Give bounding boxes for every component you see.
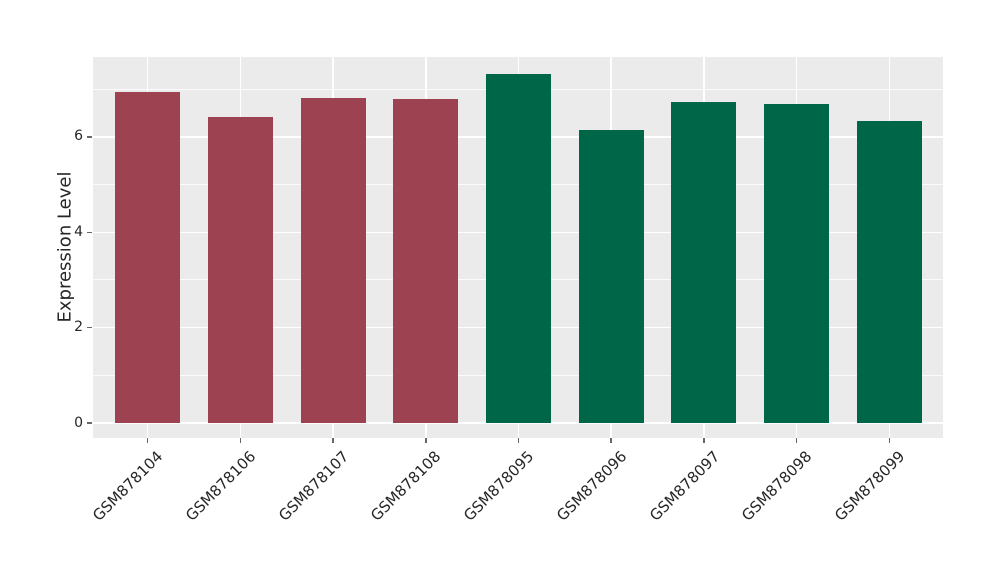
y-tick-mark-4 xyxy=(87,231,92,234)
x-tick-label-GSM878096: GSM878096 xyxy=(552,447,631,525)
y-tick-mark-6 xyxy=(87,136,92,138)
bar-GSM878098 xyxy=(764,104,830,423)
y-tick-label-6: 6 xyxy=(74,128,83,145)
x-tick-label-GSM878095: GSM878095 xyxy=(460,447,538,525)
x-tick-mark-GSM878096 xyxy=(610,438,612,443)
x-tick-mark-GSM878098 xyxy=(795,438,798,443)
bar-GSM878097 xyxy=(671,102,737,423)
x-tick-mark-GSM878097 xyxy=(703,438,705,443)
x-tick-mark-GSM878107 xyxy=(332,438,334,443)
x-tick-label-GSM878107: GSM878107 xyxy=(274,447,353,525)
bar-GSM878107 xyxy=(300,98,366,423)
x-tick-mark-GSM878104 xyxy=(146,438,149,443)
x-tick-label-GSM878104: GSM878104 xyxy=(89,447,167,525)
bar-GSM878095 xyxy=(486,73,551,423)
x-tick-label-GSM878097: GSM878097 xyxy=(645,447,723,525)
y-axis-title: Expression Level xyxy=(54,171,76,323)
x-tick-label-GSM878098: GSM878098 xyxy=(738,447,816,525)
y-tick-label-2: 2 xyxy=(74,319,83,336)
bar-GSM878099 xyxy=(856,120,922,423)
x-tick-label-GSM878099: GSM878099 xyxy=(831,447,909,525)
x-tick-mark-GSM878106 xyxy=(239,438,242,443)
y-tick-mark-0 xyxy=(87,422,92,424)
x-tick-mark-GSM878099 xyxy=(888,438,891,443)
x-tick-label-GSM878106: GSM878106 xyxy=(182,447,260,525)
plot-area xyxy=(93,57,943,438)
x-tick-label-GSM878108: GSM878108 xyxy=(367,447,445,525)
y-tick-label-4: 4 xyxy=(74,223,83,240)
y-tick-label-0: 0 xyxy=(74,414,83,431)
bar-GSM878106 xyxy=(207,117,273,423)
bar-GSM878096 xyxy=(578,130,644,423)
bar-GSM878104 xyxy=(115,91,181,423)
y-tick-mark-2 xyxy=(87,326,92,329)
x-tick-mark-GSM878108 xyxy=(425,438,427,443)
x-tick-mark-GSM878095 xyxy=(517,438,520,443)
bar-GSM878108 xyxy=(393,99,459,423)
